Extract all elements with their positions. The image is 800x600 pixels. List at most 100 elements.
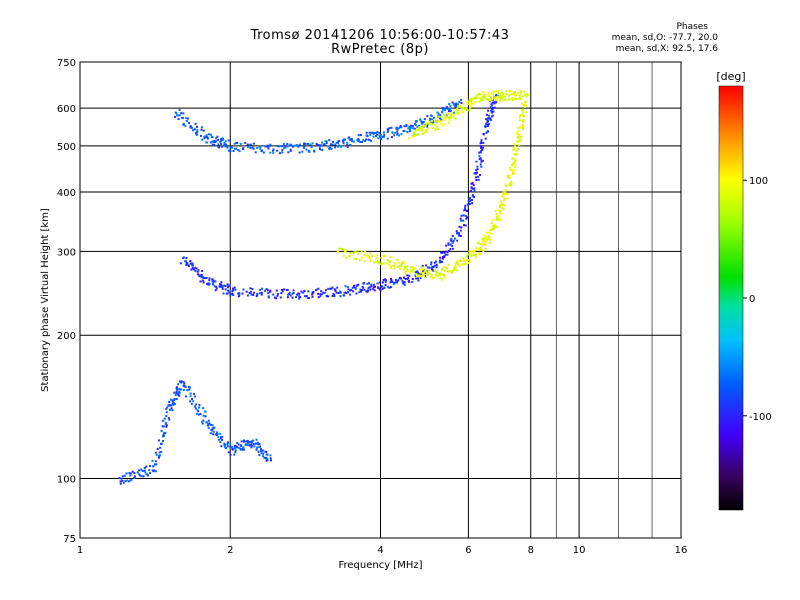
data-point xyxy=(281,290,284,293)
data-point xyxy=(427,266,430,269)
data-point xyxy=(457,112,459,114)
data-point xyxy=(421,122,424,125)
data-point xyxy=(414,271,417,274)
data-point xyxy=(514,98,516,100)
data-point xyxy=(509,89,512,92)
data-point xyxy=(325,289,327,292)
data-point xyxy=(206,283,209,285)
data-point xyxy=(480,150,483,153)
data-point xyxy=(518,133,521,136)
data-point xyxy=(433,269,436,272)
data-point xyxy=(508,183,511,186)
data-point xyxy=(412,267,415,269)
data-point xyxy=(389,281,392,284)
data-point xyxy=(450,113,453,116)
data-point xyxy=(495,213,498,216)
data-point xyxy=(478,155,481,158)
data-point xyxy=(252,142,255,145)
data-point xyxy=(431,119,433,122)
data-point xyxy=(276,149,279,152)
data-point xyxy=(257,450,260,453)
data-point xyxy=(396,259,399,262)
data-point xyxy=(198,406,201,409)
data-point xyxy=(484,241,487,243)
data-point xyxy=(265,453,268,456)
data-point xyxy=(426,122,429,125)
data-point xyxy=(410,269,413,272)
data-point xyxy=(186,262,189,264)
data-point xyxy=(165,425,168,428)
data-point xyxy=(471,194,474,197)
data-point xyxy=(456,239,459,242)
data-point xyxy=(289,148,292,151)
data-point xyxy=(261,287,264,290)
data-point xyxy=(303,142,306,145)
data-point xyxy=(363,282,366,285)
data-point xyxy=(200,276,203,278)
x-tick-label: 2 xyxy=(227,545,233,556)
data-point xyxy=(400,126,403,129)
data-point xyxy=(224,288,227,291)
data-point xyxy=(250,440,253,443)
data-point xyxy=(269,457,272,460)
data-point xyxy=(428,122,431,125)
data-point xyxy=(363,288,366,291)
data-point xyxy=(178,388,181,391)
data-point xyxy=(511,169,514,172)
data-point xyxy=(451,240,454,243)
data-point xyxy=(458,100,461,103)
data-point xyxy=(501,193,504,196)
data-point xyxy=(372,286,375,289)
data-point xyxy=(260,450,263,453)
data-point xyxy=(521,95,524,98)
data-point xyxy=(366,282,369,285)
data-point xyxy=(423,275,426,278)
data-point xyxy=(517,136,519,139)
data-point xyxy=(332,140,334,143)
data-point xyxy=(318,146,321,149)
data-point xyxy=(396,128,399,131)
data-point xyxy=(343,294,346,297)
data-point xyxy=(462,102,465,105)
data-point xyxy=(256,147,259,149)
data-point xyxy=(302,143,305,146)
data-point xyxy=(403,272,406,275)
data-point xyxy=(412,135,415,138)
data-point xyxy=(197,413,200,416)
data-point xyxy=(144,471,147,474)
data-point xyxy=(463,259,466,262)
data-point xyxy=(254,151,257,154)
data-point xyxy=(448,103,451,105)
data-point xyxy=(440,122,443,125)
data-point xyxy=(478,151,481,154)
y-tick-label: 500 xyxy=(57,142,76,153)
data-point xyxy=(482,97,485,100)
data-point xyxy=(450,110,452,113)
data-point xyxy=(485,236,488,239)
data-point xyxy=(449,248,452,251)
data-point xyxy=(517,148,520,150)
data-point xyxy=(219,441,222,443)
data-point xyxy=(460,98,463,101)
data-point xyxy=(182,389,185,392)
data-point xyxy=(357,249,360,252)
data-point xyxy=(486,118,489,121)
data-point xyxy=(162,419,165,422)
data-point xyxy=(311,295,314,298)
data-point xyxy=(374,131,377,134)
data-point xyxy=(467,100,470,103)
data-point xyxy=(316,143,318,146)
data-point xyxy=(344,250,346,253)
data-point xyxy=(322,291,325,294)
data-point xyxy=(462,107,465,110)
data-point xyxy=(376,282,379,285)
data-point xyxy=(223,141,226,144)
data-point xyxy=(378,132,381,135)
data-point xyxy=(279,152,281,155)
data-point xyxy=(233,447,236,450)
data-point xyxy=(423,131,426,134)
data-point xyxy=(471,202,474,205)
data-point xyxy=(490,228,492,231)
data-point xyxy=(276,293,279,296)
data-point xyxy=(212,433,215,436)
